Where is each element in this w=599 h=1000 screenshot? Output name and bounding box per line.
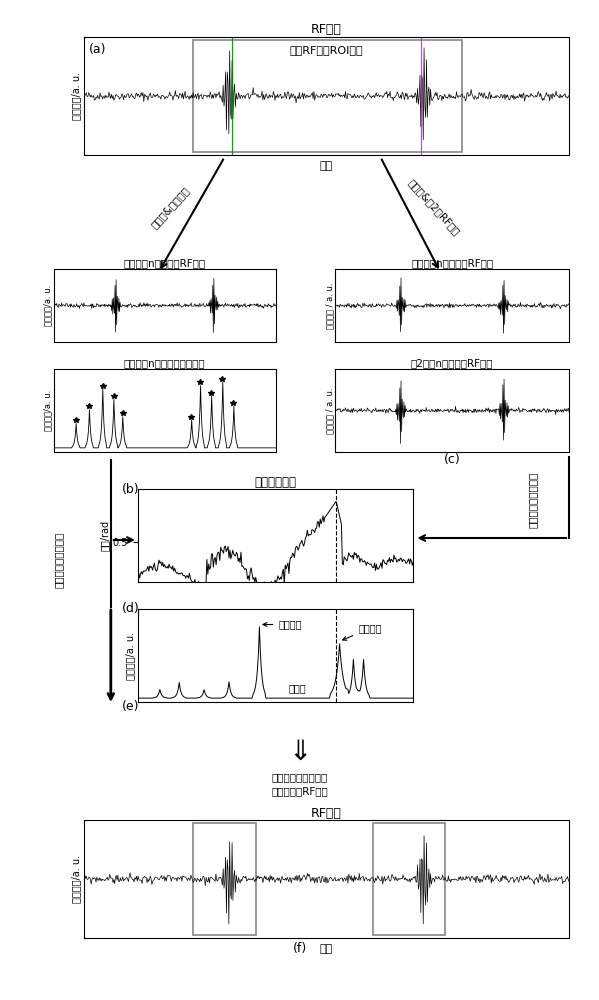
Y-axis label: 回波幅度/a. u.: 回波幅度/a. u. bbox=[125, 631, 135, 680]
Text: 一维自相关相移估计: 一维自相关相移估计 bbox=[528, 472, 538, 528]
Title: 血管相移信号: 血管相移信号 bbox=[255, 476, 297, 489]
Text: (b): (b) bbox=[122, 483, 140, 496]
Text: 检测局部最大峰值点: 检测局部最大峰值点 bbox=[54, 532, 63, 588]
Y-axis label: 回波幅度/a. u.: 回波幅度/a. u. bbox=[44, 285, 53, 326]
Text: 根据血管壁位置提取: 根据血管壁位置提取 bbox=[271, 772, 328, 782]
Text: 血管前后壁RF信号: 血管前后壁RF信号 bbox=[271, 786, 328, 796]
Y-axis label: 回波幅度/a. u.: 回波幅度/a. u. bbox=[71, 72, 81, 120]
Text: 血管后壁: 血管后壁 bbox=[343, 623, 382, 640]
Text: 初始帧&第2帧RF信号: 初始帧&第2帧RF信号 bbox=[407, 177, 462, 237]
Title: RF信号: RF信号 bbox=[311, 807, 342, 820]
Title: RF信号: RF信号 bbox=[311, 23, 342, 36]
Title: 初始帧第n条扫描线包络信号: 初始帧第n条扫描线包络信号 bbox=[124, 358, 205, 368]
Text: (e): (e) bbox=[122, 700, 140, 713]
Text: 血管前壁: 血管前壁 bbox=[263, 619, 302, 630]
Bar bbox=[373, 823, 445, 935]
Text: 血管腔: 血管腔 bbox=[289, 683, 307, 693]
Y-axis label: 回波幅度/a. u.: 回波幅度/a. u. bbox=[71, 855, 81, 903]
Y-axis label: 回波幅度 / a. u.: 回波幅度 / a. u. bbox=[325, 282, 334, 329]
Text: (d): (d) bbox=[122, 602, 140, 615]
Y-axis label: 回波幅度/a. u.: 回波幅度/a. u. bbox=[44, 390, 53, 431]
Y-axis label: 相移/rad: 相移/rad bbox=[100, 520, 110, 551]
Bar bbox=[193, 40, 462, 152]
Y-axis label: 回波幅度 / a. u.: 回波幅度 / a. u. bbox=[325, 387, 334, 434]
Bar bbox=[193, 823, 256, 935]
X-axis label: 深度: 深度 bbox=[320, 944, 333, 954]
Title: 初始帧第n条扫描线RF信号: 初始帧第n条扫描线RF信号 bbox=[411, 258, 494, 268]
Text: 血管RF信号ROI区域: 血管RF信号ROI区域 bbox=[290, 45, 363, 55]
X-axis label: 深度: 深度 bbox=[320, 161, 333, 171]
Text: ⇓: ⇓ bbox=[288, 738, 311, 766]
Title: 第2帧第n条扫描线RF信号: 第2帧第n条扫描线RF信号 bbox=[411, 358, 494, 368]
Text: 取包络&峰值检测: 取包络&峰值检测 bbox=[150, 184, 192, 230]
Title: 初始帧第n条扫描线RF信号: 初始帧第n条扫描线RF信号 bbox=[123, 258, 206, 268]
Text: (a): (a) bbox=[89, 43, 106, 56]
Text: (f): (f) bbox=[292, 942, 307, 955]
Text: (c): (c) bbox=[444, 453, 461, 466]
